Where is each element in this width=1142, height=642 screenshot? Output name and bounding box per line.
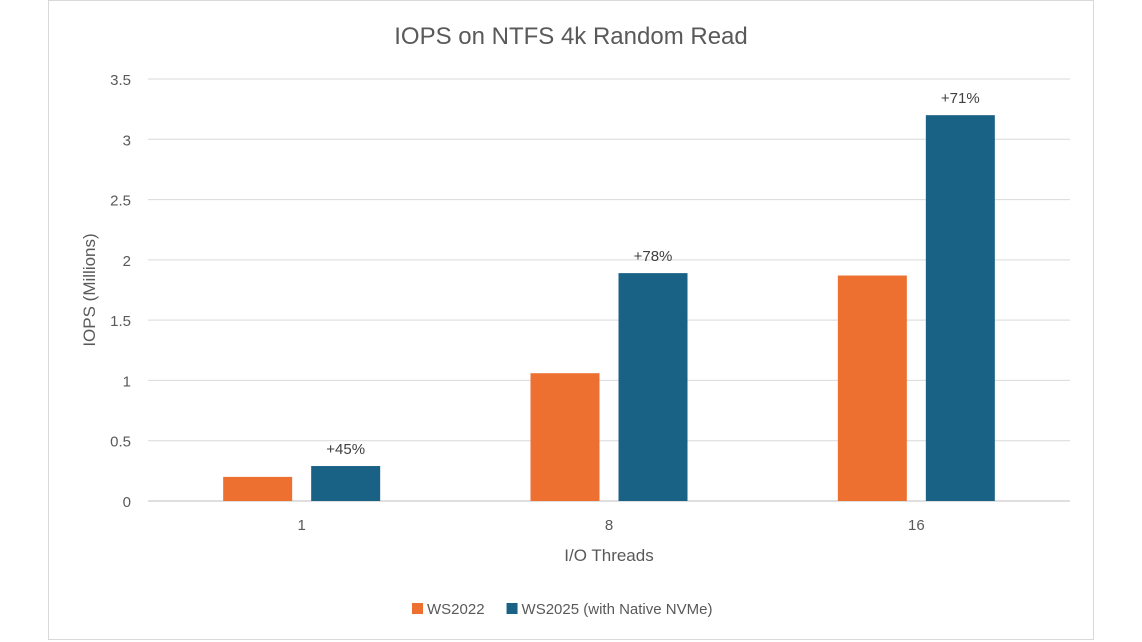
legend-label: WS2025 (with Native NVMe) bbox=[522, 601, 713, 618]
bar-ws2022-1 bbox=[223, 476, 293, 501]
y-tick-label: 3.5 bbox=[110, 72, 131, 89]
y-tick-label: 1.5 bbox=[110, 313, 131, 330]
y-tick-label: 2 bbox=[123, 253, 131, 270]
annotation-label: +45% bbox=[326, 441, 365, 458]
x-tick-label: 16 bbox=[908, 517, 925, 534]
y-axis-ticks: 0 0.5 1 1.5 2 2.5 3 3.5 bbox=[110, 72, 131, 511]
bar-ws2022-8 bbox=[530, 373, 600, 501]
chart-title: IOPS on NTFS 4k Random Read bbox=[394, 23, 747, 50]
y-tick-label: 1 bbox=[123, 373, 131, 390]
y-tick-label: 0 bbox=[123, 494, 131, 511]
annotation-label: +71% bbox=[941, 90, 980, 107]
y-tick-label: 3 bbox=[123, 132, 131, 149]
y-axis-label: IOPS (Millions) bbox=[80, 233, 99, 346]
legend: WS2022 WS2025 (with Native NVMe) bbox=[412, 601, 712, 618]
bar-ws2025-8 bbox=[618, 273, 688, 501]
bar-ws2025-16 bbox=[925, 115, 995, 502]
legend-swatch bbox=[412, 603, 423, 614]
x-tick-label: 1 bbox=[297, 517, 305, 534]
bar-ws2022-16 bbox=[837, 275, 907, 501]
x-tick-label: 8 bbox=[605, 517, 613, 534]
gridlines bbox=[148, 78, 1070, 502]
legend-label: WS2022 bbox=[427, 601, 485, 618]
bar-ws2025-1 bbox=[311, 466, 381, 501]
annotations: +45% +78% +71% bbox=[326, 90, 979, 458]
x-axis-ticks: 1 8 16 bbox=[297, 517, 924, 534]
legend-swatch bbox=[506, 603, 518, 614]
annotation-label: +78% bbox=[634, 248, 673, 265]
bars bbox=[223, 115, 995, 502]
y-tick-label: 0.5 bbox=[110, 434, 131, 451]
x-axis-label: I/O Threads bbox=[564, 546, 653, 565]
y-tick-label: 2.5 bbox=[110, 193, 131, 210]
